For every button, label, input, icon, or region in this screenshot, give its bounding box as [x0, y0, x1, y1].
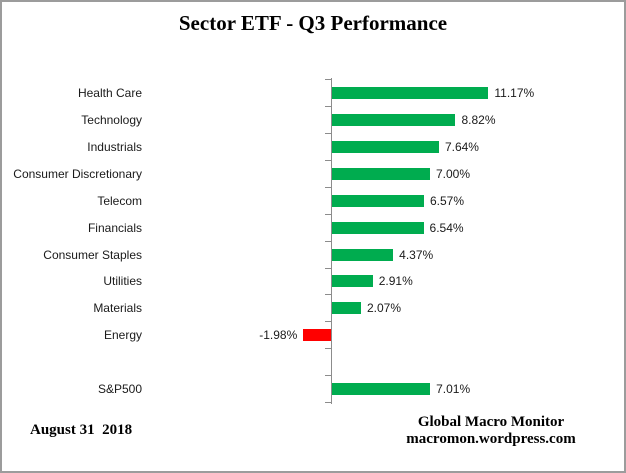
axis-tick [325, 132, 331, 134]
footer-date: August 31 2018 [30, 422, 133, 438]
bar-consumer-discretionary [332, 167, 430, 180]
axis-tick [325, 105, 331, 107]
axis-tick [325, 213, 331, 215]
value-label-financials: 6.54% [429, 220, 464, 235]
category-label-financials: Financials [87, 220, 142, 235]
value-label-materials: 2.07% [366, 301, 401, 316]
bar-utilities [332, 275, 373, 288]
category-label-industrials: Industrials [87, 139, 142, 154]
axis-tick [325, 186, 331, 188]
bar-telecom [332, 194, 424, 207]
category-label-energy: Energy [103, 328, 142, 343]
category-label-s-p500: S&P500 [97, 382, 142, 397]
axis-tick [325, 79, 331, 80]
bar-financials [332, 221, 424, 234]
value-label-industrials: 7.64% [444, 139, 479, 154]
axis-tick [325, 267, 331, 269]
axis-tick [325, 321, 331, 323]
value-label-s-p500: 7.01% [436, 382, 471, 397]
category-label-technology: Technology [81, 112, 142, 127]
axis-tick [325, 348, 331, 350]
attribution-url: macromon.wordpress.com [406, 431, 576, 447]
value-label-health-care: 11.17% [494, 85, 535, 100]
category-label-health-care: Health Care [77, 85, 142, 100]
axis-tick [325, 294, 331, 296]
footer-attribution: Global Macro Monitor macromon.wordpress.… [398, 414, 584, 448]
category-label-consumer-staples: Consumer Staples [43, 247, 142, 262]
category-label-materials: Materials [93, 301, 142, 316]
value-label-consumer-staples: 4.37% [399, 247, 434, 262]
bar-s-p500 [332, 383, 431, 396]
bar-technology [332, 113, 456, 126]
value-label-consumer-discretionary: 7.00% [436, 166, 471, 181]
bar-consumer-staples [332, 248, 394, 261]
axis-tick [325, 159, 331, 161]
value-label-energy: -1.98% [259, 328, 298, 343]
bar-industrials [332, 140, 439, 153]
category-label-consumer-discretionary: Consumer Discretionary [13, 166, 142, 181]
axis-tick [325, 375, 331, 377]
axis-tick [325, 240, 331, 242]
value-label-utilities: 2.91% [378, 274, 413, 289]
attribution-title: Global Macro Monitor [417, 414, 565, 430]
category-label-utilities: Utilities [103, 274, 142, 289]
bar-materials [332, 302, 361, 315]
axis-tick [325, 402, 331, 404]
chart-title: Sector ETF - Q3 Performance [178, 11, 448, 35]
bar-health-care [332, 86, 489, 99]
value-label-telecom: 6.57% [429, 193, 464, 208]
value-label-technology: 8.82% [461, 112, 496, 127]
category-label-telecom: Telecom [97, 193, 142, 208]
bar-energy [303, 329, 331, 342]
category-axis-line [331, 78, 332, 405]
